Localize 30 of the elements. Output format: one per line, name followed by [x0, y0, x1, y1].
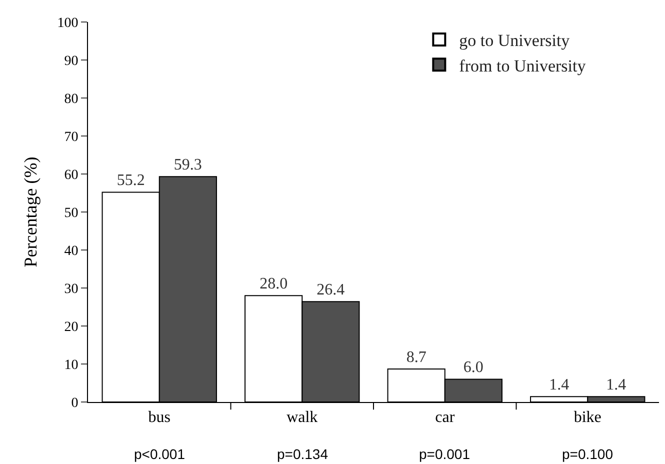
y-tick-label: 40	[64, 244, 78, 259]
y-tick-label: 20	[64, 320, 78, 335]
text: p=0.100	[562, 446, 614, 462]
y-tick-label: 10	[64, 358, 78, 373]
legend-label: go to University	[459, 31, 570, 50]
data-label: 26.4	[316, 282, 345, 299]
text: p<0.001	[134, 446, 186, 462]
data-label: 1.4	[549, 376, 570, 394]
data-label: 8.7	[406, 348, 426, 366]
data-label: 59.3	[174, 156, 202, 174]
x-tick-label: walk	[286, 409, 318, 426]
y-tick-label: 70	[64, 130, 78, 145]
y-tick-label: 90	[64, 54, 78, 69]
legend-label: from to University	[459, 56, 586, 76]
data-label: 28.0	[260, 276, 288, 293]
data-label: 6.0	[463, 359, 484, 376]
text: p=0.134	[277, 446, 328, 462]
data-label: 55.2	[116, 172, 145, 190]
y-tick-label: 80	[64, 92, 78, 107]
x-tick-label: bike	[574, 409, 602, 426]
x-tick-label: car	[435, 409, 456, 426]
text: p=0.001	[419, 446, 470, 462]
y-tick-label: 0	[71, 396, 78, 411]
y-tick-label: 50	[64, 206, 78, 221]
data-label: 1.4	[606, 376, 626, 394]
y-tick-label: 30	[64, 282, 78, 297]
x-tick-label: bus	[148, 409, 170, 426]
y-tick-label: 100	[57, 16, 78, 31]
y-axis-title: Percentage (%)	[20, 156, 40, 268]
y-tick-label: 60	[64, 168, 78, 183]
